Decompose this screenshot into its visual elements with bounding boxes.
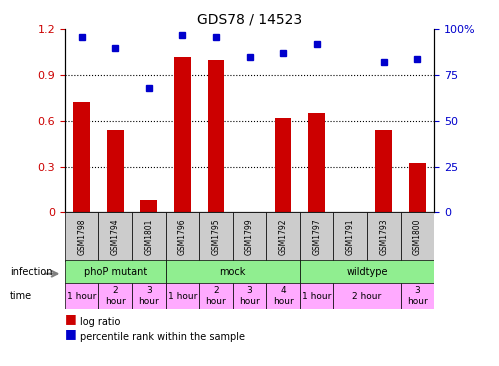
Text: GSM1798: GSM1798 — [77, 219, 86, 255]
Bar — [107, 130, 124, 212]
Text: time: time — [10, 291, 32, 302]
Text: 3
hour: 3 hour — [239, 286, 260, 306]
FancyBboxPatch shape — [98, 212, 132, 262]
Text: GSM1793: GSM1793 — [379, 219, 388, 255]
Text: infection: infection — [10, 267, 52, 277]
Bar — [140, 200, 157, 212]
FancyBboxPatch shape — [300, 212, 333, 262]
Text: wildtype: wildtype — [346, 267, 388, 277]
FancyBboxPatch shape — [166, 283, 199, 309]
FancyBboxPatch shape — [132, 283, 166, 309]
Text: 4
hour: 4 hour — [272, 286, 293, 306]
Text: GSM1799: GSM1799 — [245, 219, 254, 255]
Title: GDS78 / 14523: GDS78 / 14523 — [197, 13, 302, 27]
Text: GSM1800: GSM1800 — [413, 219, 422, 255]
Text: 3
hour: 3 hour — [407, 286, 428, 306]
Text: GSM1796: GSM1796 — [178, 219, 187, 255]
FancyBboxPatch shape — [300, 260, 434, 284]
FancyBboxPatch shape — [233, 283, 266, 309]
Text: 1 hour: 1 hour — [67, 292, 96, 300]
FancyBboxPatch shape — [65, 212, 98, 262]
Bar — [274, 118, 291, 212]
Bar — [375, 130, 392, 212]
FancyBboxPatch shape — [401, 283, 434, 309]
FancyBboxPatch shape — [132, 212, 166, 262]
Bar — [174, 57, 191, 212]
Text: 2
hour: 2 hour — [206, 286, 227, 306]
FancyBboxPatch shape — [401, 212, 434, 262]
FancyBboxPatch shape — [300, 283, 333, 309]
FancyBboxPatch shape — [166, 212, 199, 262]
FancyBboxPatch shape — [98, 283, 132, 309]
Text: ■: ■ — [65, 327, 77, 340]
FancyBboxPatch shape — [266, 212, 300, 262]
FancyBboxPatch shape — [333, 283, 401, 309]
Text: 3
hour: 3 hour — [138, 286, 159, 306]
Bar — [208, 60, 225, 212]
Text: 1 hour: 1 hour — [168, 292, 197, 300]
Text: GSM1801: GSM1801 — [144, 219, 153, 255]
FancyBboxPatch shape — [233, 212, 266, 262]
FancyBboxPatch shape — [367, 212, 401, 262]
Text: 2
hour: 2 hour — [105, 286, 126, 306]
FancyBboxPatch shape — [166, 260, 300, 284]
Text: mock: mock — [220, 267, 246, 277]
Text: GSM1795: GSM1795 — [212, 219, 221, 255]
Text: GSM1797: GSM1797 — [312, 219, 321, 255]
Text: GSM1794: GSM1794 — [111, 219, 120, 255]
Bar — [73, 102, 90, 212]
Text: GSM1791: GSM1791 — [346, 219, 355, 255]
Text: 2 hour: 2 hour — [352, 292, 382, 300]
Text: GSM1792: GSM1792 — [278, 219, 287, 255]
FancyBboxPatch shape — [266, 283, 300, 309]
FancyBboxPatch shape — [65, 283, 98, 309]
Text: log ratio: log ratio — [80, 317, 120, 327]
Text: phoP mutant: phoP mutant — [84, 267, 147, 277]
Text: percentile rank within the sample: percentile rank within the sample — [80, 332, 245, 342]
FancyBboxPatch shape — [333, 212, 367, 262]
Bar — [409, 164, 426, 212]
Text: 1 hour: 1 hour — [302, 292, 331, 300]
Bar — [308, 113, 325, 212]
FancyBboxPatch shape — [199, 283, 233, 309]
Text: ■: ■ — [65, 312, 77, 325]
FancyBboxPatch shape — [65, 260, 166, 284]
FancyBboxPatch shape — [199, 212, 233, 262]
